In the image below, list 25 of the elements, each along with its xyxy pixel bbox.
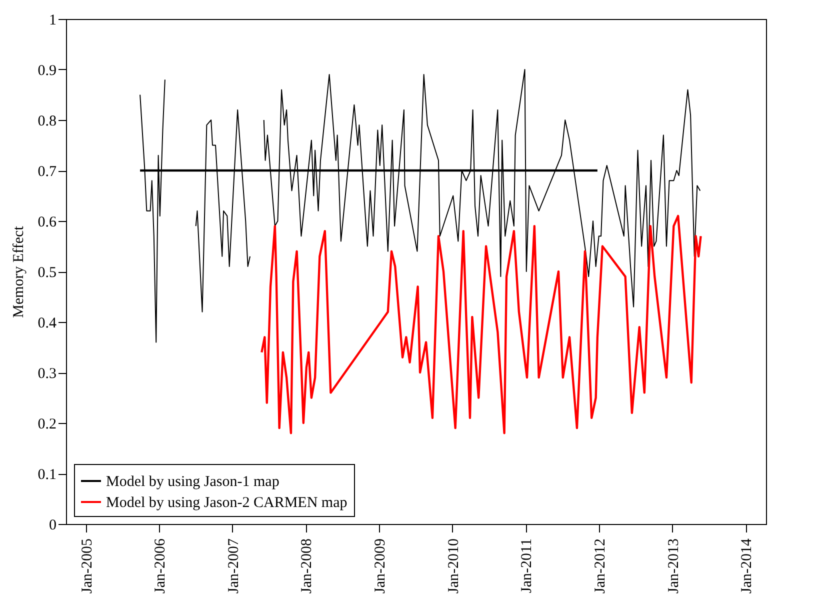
y-tick-label: 0.3 [38, 366, 56, 382]
y-tick-label: 0.1 [38, 467, 56, 483]
x-tick-label: Jan-2006 [152, 538, 169, 594]
y-tick-label: 0.7 [38, 164, 57, 180]
x-tick-label: Jan-2009 [372, 538, 389, 594]
x-tick-label: Jan-2012 [592, 538, 608, 594]
y-tick-label: 0.5 [38, 265, 56, 281]
y-tick-label: 0.4 [38, 316, 57, 332]
x-tick-label: Jan-2007 [226, 538, 242, 594]
x-tick-label: Jan-2008 [299, 538, 316, 594]
y-axis-title: Memory Effect [10, 225, 27, 318]
x-tick-label: Jan-2010 [446, 538, 462, 594]
y-tick-label: 0.6 [38, 214, 57, 230]
y-tick-label: 1 [49, 12, 56, 28]
x-tick-label: Jan-2011 [519, 538, 536, 593]
line-series [260, 214, 702, 434]
legend-label: Model by using Jason-2 CARMEN map [106, 495, 348, 511]
legend-label: Model by using Jason-1 map [106, 474, 280, 490]
y-tick-label: 0.2 [38, 416, 56, 432]
y-tick-label: 0.9 [38, 63, 56, 79]
x-tick-label: Jan-2013 [666, 538, 682, 594]
y-tick-label: 0.8 [38, 114, 56, 130]
x-tick-label: Jan-2014 [739, 538, 756, 594]
x-tick-label: Jan-2005 [79, 538, 96, 594]
y-tick-label: 0 [49, 518, 56, 534]
